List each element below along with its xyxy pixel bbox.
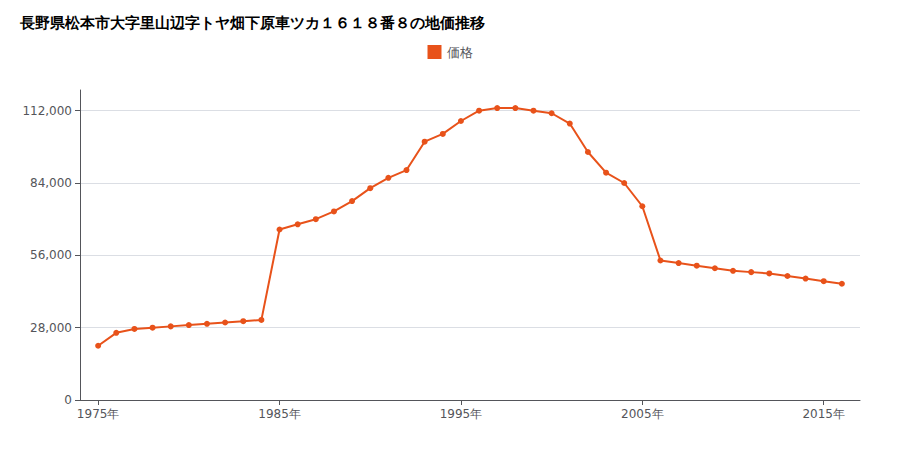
svg-text:56,000: 56,000 — [30, 248, 72, 262]
svg-text:84,000: 84,000 — [30, 176, 72, 190]
svg-text:1975年: 1975年 — [77, 407, 120, 421]
svg-text:2015年: 2015年 — [802, 407, 845, 421]
svg-text:価格: 価格 — [447, 45, 473, 60]
svg-text:112,000: 112,000 — [22, 104, 72, 118]
svg-text:1985年: 1985年 — [258, 407, 301, 421]
svg-text:1995年: 1995年 — [440, 407, 483, 421]
svg-text:2005年: 2005年 — [621, 407, 664, 421]
svg-text:28,000: 28,000 — [30, 321, 72, 335]
svg-text:0: 0 — [64, 393, 72, 407]
svg-text:長野県松本市大字里山辺字トヤ畑下原車ツカ１６１８番８の地価推: 長野県松本市大字里山辺字トヤ畑下原車ツカ１６１８番８の地価推移 — [19, 14, 485, 32]
